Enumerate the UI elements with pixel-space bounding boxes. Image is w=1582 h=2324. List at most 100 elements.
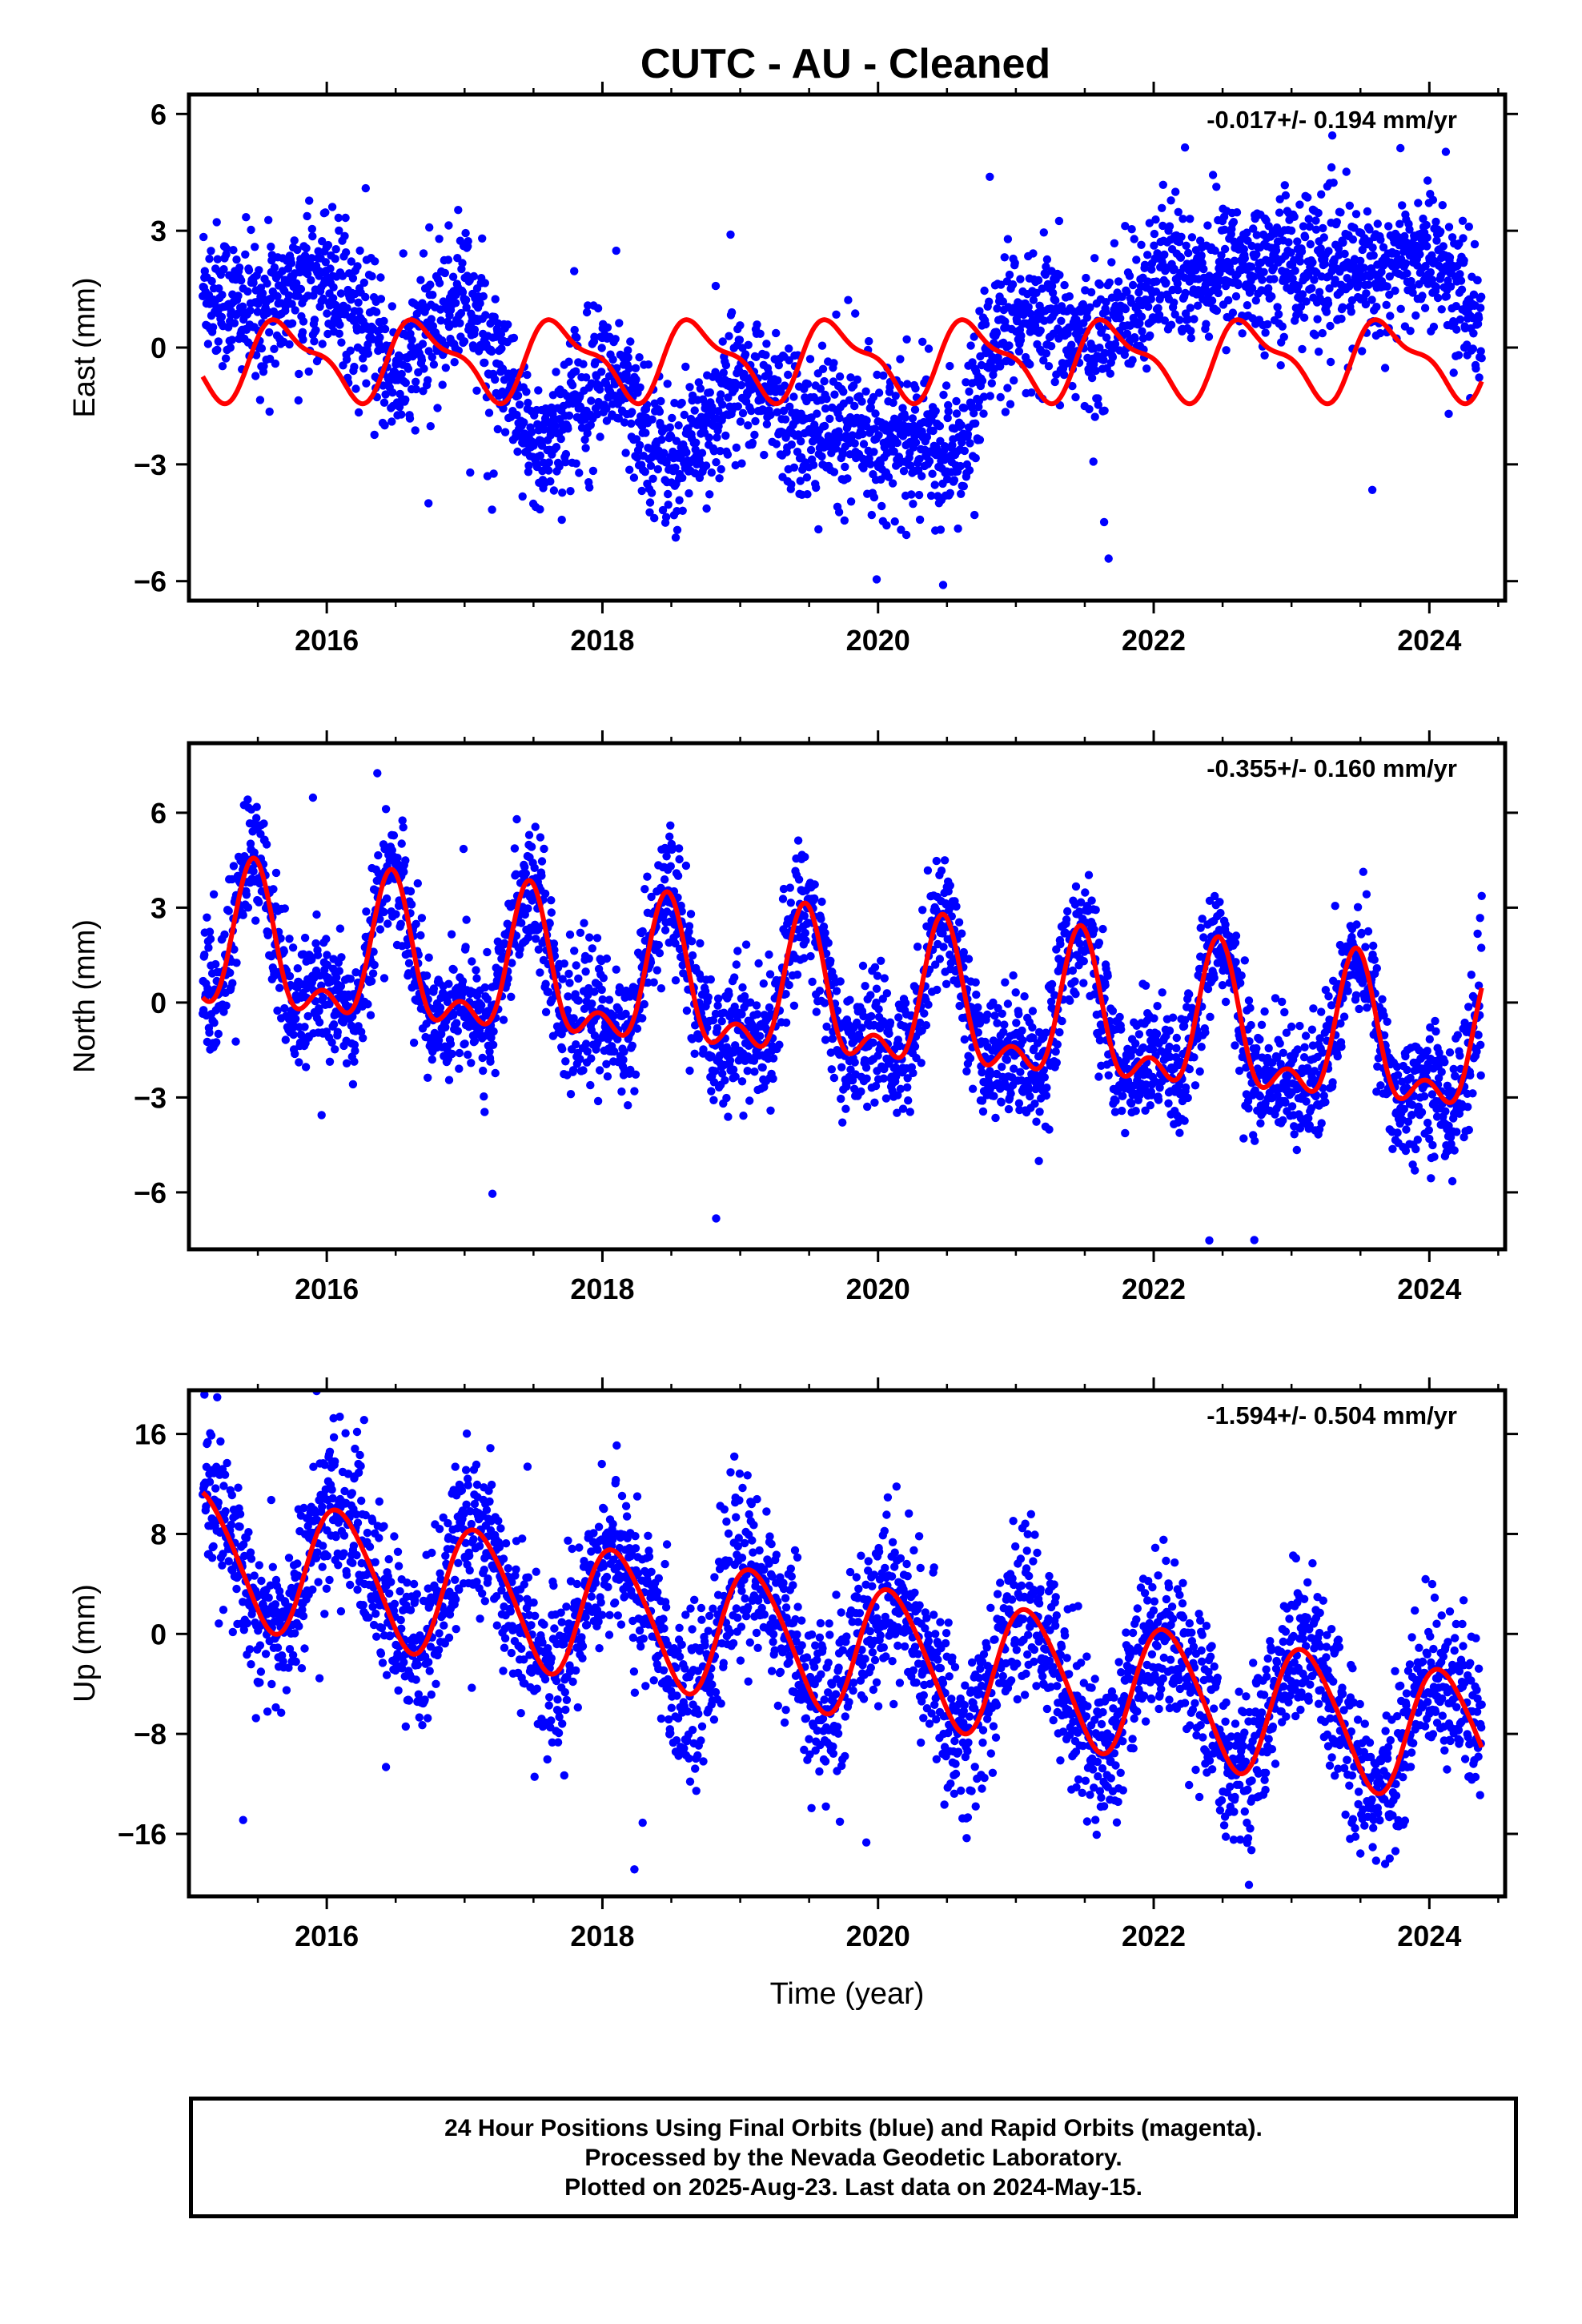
east-data-point: [334, 213, 343, 223]
east-data-point: [1298, 344, 1307, 354]
east-data-point: [1304, 215, 1313, 223]
east-data-point: [874, 431, 883, 440]
north-data-point: [861, 1063, 871, 1072]
north-data-point: [453, 1027, 462, 1035]
east-data-point: [664, 489, 673, 499]
north-data-point: [401, 856, 410, 865]
north-data-point: [922, 922, 931, 931]
east-data-point: [960, 446, 970, 456]
east-data-point: [252, 351, 261, 360]
east-data-point: [408, 336, 416, 344]
north-data-point: [398, 816, 407, 825]
east-data-point: [241, 250, 250, 259]
east-data-point: [970, 510, 979, 520]
east-data-point: [212, 218, 221, 227]
east-data-point: [1230, 256, 1239, 265]
east-data-point: [671, 463, 680, 472]
east-data-point: [1316, 244, 1325, 253]
north-data-point: [685, 922, 694, 931]
east-data-point: [376, 273, 385, 282]
east-data-point: [1351, 210, 1361, 219]
north-data-point: [733, 947, 742, 955]
east-data-point: [655, 407, 665, 416]
north-data-point: [863, 1102, 872, 1112]
east-data-point: [584, 301, 592, 310]
east-data-point: [296, 284, 306, 294]
north-data-point: [527, 842, 536, 851]
north-data-point: [962, 1067, 971, 1076]
east-data-point: [1384, 222, 1393, 231]
east-data-point: [303, 269, 312, 279]
east-data-point: [1356, 256, 1365, 265]
east-data-point: [1476, 347, 1485, 356]
north-data-point: [866, 991, 875, 999]
east-data-point: [551, 421, 560, 431]
east-data-point: [395, 402, 404, 412]
east-data-point: [401, 395, 410, 404]
east-data-point: [871, 409, 880, 418]
north-data-point: [879, 1074, 889, 1083]
north-data-point: [595, 1066, 604, 1075]
east-data-point: [1282, 275, 1291, 284]
east-data-point: [500, 428, 510, 436]
east-data-point: [436, 316, 445, 325]
east-data-point: [417, 356, 427, 364]
east-data-point: [757, 396, 766, 404]
north-data-point: [590, 987, 599, 996]
east-data-point: [498, 364, 508, 373]
east-data-point: [469, 271, 479, 281]
east-data-point: [1290, 212, 1299, 221]
north-data-point: [549, 939, 559, 948]
east-data-point: [1234, 280, 1243, 290]
east-data-point: [646, 461, 656, 470]
east-data-point: [682, 448, 691, 457]
north-data-point: [545, 919, 554, 928]
east-data-point: [1107, 258, 1116, 267]
east-data-point: [1130, 235, 1138, 243]
north-data-point: [507, 992, 516, 1002]
east-data-point: [222, 244, 231, 253]
north-data-point: [226, 968, 235, 978]
east-data-point: [1042, 255, 1052, 264]
east-data-point: [270, 344, 279, 353]
east-data-point: [493, 424, 502, 434]
north-data-point: [942, 979, 951, 989]
north-data-point: [317, 981, 326, 990]
east-data-point: [939, 390, 948, 400]
east-data-point: [549, 486, 559, 495]
east-data-point: [1295, 257, 1305, 266]
east-data-point: [1299, 222, 1308, 231]
north-data-point: [966, 1054, 975, 1063]
north-data-point: [200, 951, 209, 959]
north-data-point: [841, 1104, 850, 1113]
east-data-point: [1263, 320, 1272, 329]
east-data-point: [911, 438, 921, 447]
north-data-point: [781, 990, 790, 999]
north-data-point: [958, 929, 966, 938]
north-data-point: [480, 1092, 488, 1101]
east-data-point: [665, 423, 674, 432]
east-data-point: [295, 369, 303, 379]
east-data-point: [411, 426, 420, 435]
east-data-point: [813, 409, 821, 418]
east-data-point: [715, 474, 724, 483]
east-data-point: [1442, 292, 1452, 301]
north-data-point: [599, 974, 608, 983]
east-data-point: [472, 386, 481, 395]
east-data-point: [1054, 216, 1064, 226]
east-data-point: [1432, 236, 1441, 245]
east-data-point: [1327, 131, 1337, 140]
north-data-point: [350, 1057, 359, 1066]
north-data-point: [444, 979, 453, 988]
east-data-point: [1444, 409, 1453, 418]
north-data-point: [464, 1050, 472, 1059]
east-data-point: [399, 249, 408, 258]
east-data-point: [405, 414, 415, 423]
north-data-point: [409, 1038, 419, 1047]
north-data-point: [671, 976, 681, 985]
north-data-point: [687, 937, 697, 946]
east-data-point: [1383, 282, 1391, 291]
east-data-point: [557, 515, 566, 525]
east-data-point: [397, 369, 406, 379]
east-data-point: [341, 248, 351, 257]
